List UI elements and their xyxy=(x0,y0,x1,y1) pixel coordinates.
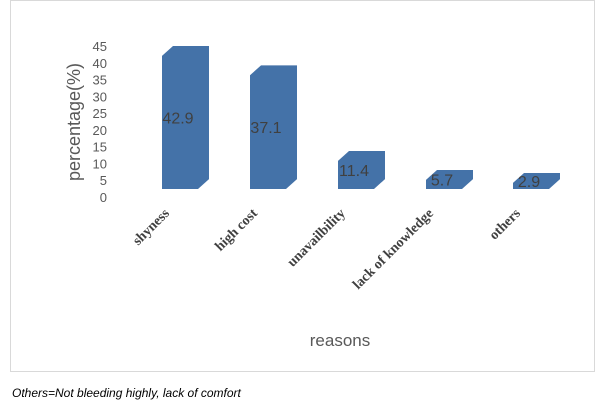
y-axis-title: percentage(%) xyxy=(64,63,84,181)
data-labels: 42.9 37.1 11.4 5.7 2.9 xyxy=(162,111,540,192)
bars xyxy=(162,46,560,189)
y-tick-label: 20 xyxy=(93,123,107,138)
y-tick-label: 35 xyxy=(93,73,107,88)
y-tick-label: 0 xyxy=(100,190,107,205)
category-label: lack of knowledge xyxy=(350,206,437,293)
data-label: 2.9 xyxy=(518,174,540,191)
category-label: others xyxy=(487,206,524,243)
y-tick-label: 45 xyxy=(93,39,107,54)
y-tick-label: 25 xyxy=(93,106,107,121)
bar xyxy=(338,151,385,189)
bar xyxy=(426,170,473,189)
data-label: 11.4 xyxy=(339,163,369,180)
bar xyxy=(162,46,209,189)
category-label: unavailbility xyxy=(285,206,349,270)
category-labels: shyness high cost unavailbility lack of kno… xyxy=(130,206,524,293)
y-tick-label: 30 xyxy=(93,89,107,104)
category-label: high cost xyxy=(213,206,262,255)
data-label: 37.1 xyxy=(250,120,281,137)
x-axis-title: reasons xyxy=(310,331,370,350)
y-tick-label: 10 xyxy=(93,156,107,171)
chart-frame xyxy=(10,0,595,372)
category-label: shyness xyxy=(130,206,173,249)
data-label: 42.9 xyxy=(162,111,193,128)
y-tick-label: 5 xyxy=(100,173,107,188)
y-tick-label: 15 xyxy=(93,140,107,155)
bar xyxy=(250,65,297,189)
bar xyxy=(513,173,560,189)
data-label: 5.7 xyxy=(431,173,453,190)
y-tick-label: 40 xyxy=(93,56,107,71)
footnote: Others=Not bleeding highly, lack of comf… xyxy=(12,386,241,400)
